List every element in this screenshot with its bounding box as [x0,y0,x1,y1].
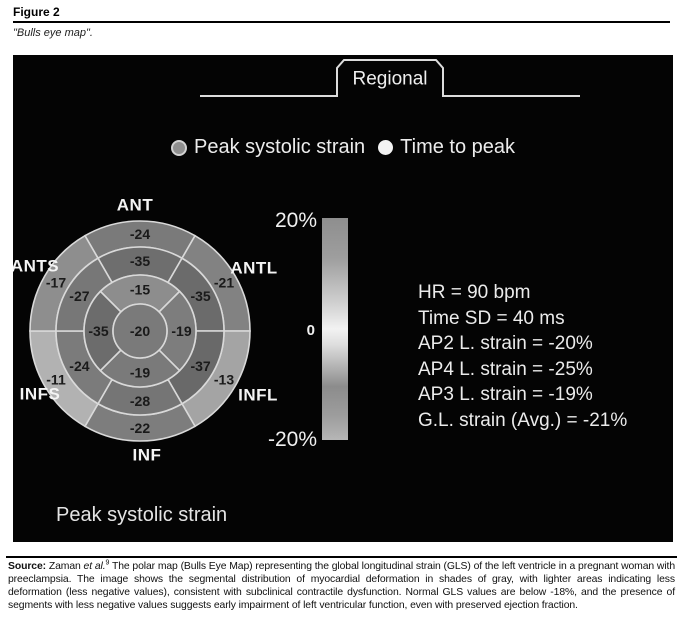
peak-systolic-strain-option[interactable]: Peak systolic strain [194,136,366,158]
region-label-ant: ANT [117,196,154,215]
colorbar-max-label: 20% [274,209,317,232]
strain-mode-legend: Peak systolic strain Time to peak [171,136,515,159]
panel-footer-label: Peak systolic strain [56,504,228,526]
caption-etal: et al. [83,561,106,572]
bullseye-segment-apex-apex [112,303,168,359]
segment-value-apical-apical-anterior: -15 [130,282,150,298]
colorbar-zero-label: 0 [306,322,315,339]
segment-value-mid-ANTL: -35 [190,288,210,304]
segment-value-basal-INFL: -13 [214,372,234,388]
regional-tab[interactable]: Regional [13,55,673,105]
figure-subtitle: "Bulls eye map". [13,27,93,39]
readout-gl-strain: G.L. strain (Avg.) = -21% [418,409,628,431]
segment-value-basal-ANT: -24 [130,226,150,242]
readout-ap3-strain: AP3 L. strain = -19% [418,384,593,405]
readout-hr: HR = 90 bpm [418,282,531,303]
header-rule [13,21,670,23]
segment-value-mid-ANT: -35 [130,253,150,269]
echo-screenshot-panel: Regional Peak systolic strain Time to pe… [13,55,673,542]
bullseye-strain-map: -24 -21 -13 -22 -11 -17 -35 -35 -37 -28 -24 -27 -15 -… [13,196,278,465]
peak-systolic-strain-radio-icon[interactable] [171,139,187,156]
figure-caption: Source: Zaman et al.9 The polar map (Bul… [8,559,675,613]
segment-value-basal-ANTL: -21 [214,275,234,291]
caption-authors: Zaman [46,561,84,572]
segment-value-basal-ANTS: -17 [46,275,66,291]
segment-value-basal-INF: -22 [130,420,150,436]
time-to-peak-option[interactable]: Time to peak [400,136,516,158]
region-label-infl: INFL [238,386,278,405]
readout-ap2-strain: AP2 L. strain = -20% [418,333,593,354]
segment-value-mid-INFL: -37 [190,358,210,374]
time-to-peak-radio-icon[interactable] [378,140,394,155]
strain-colorbar [322,218,348,440]
region-label-antl: ANTL [230,259,277,278]
colorbar-min-label: -20% [267,428,317,451]
readout-time-sd: Time SD = 40 ms [418,307,565,329]
segment-value-mid-INF: -28 [130,393,150,409]
region-label-inf: INF [133,446,162,465]
caption-source-label: Source: [8,561,46,572]
segment-value-apex-apex: -20 [130,323,150,339]
segment-value-basal-INFS: -11 [46,372,66,388]
regional-tab-label: Regional [353,69,428,90]
segment-value-apical-apical-lateral: -19 [171,323,191,339]
segment-value-apical-apical-septal: -35 [88,323,108,339]
regional-tab-outline [200,59,580,97]
readout-ap4-strain: AP4 L. strain = -25% [418,358,593,380]
figure-label: Figure 2 [13,5,60,19]
segment-value-apical-apical-inferior: -19 [130,365,150,381]
segment-value-mid-ANTS: -27 [69,288,89,304]
caption-rule [6,556,677,558]
region-label-infs: INFS [20,385,61,404]
caption-reference-mark: 9 [105,559,110,567]
measurement-readouts: HR = 90 bpm Time SD = 40 ms AP2 L. strai… [418,280,627,433]
caption-body: The polar map (Bulls Eye Map) representi… [8,561,675,611]
region-label-ants: ANTS [13,257,59,276]
segment-value-mid-INFS: -24 [69,358,89,374]
